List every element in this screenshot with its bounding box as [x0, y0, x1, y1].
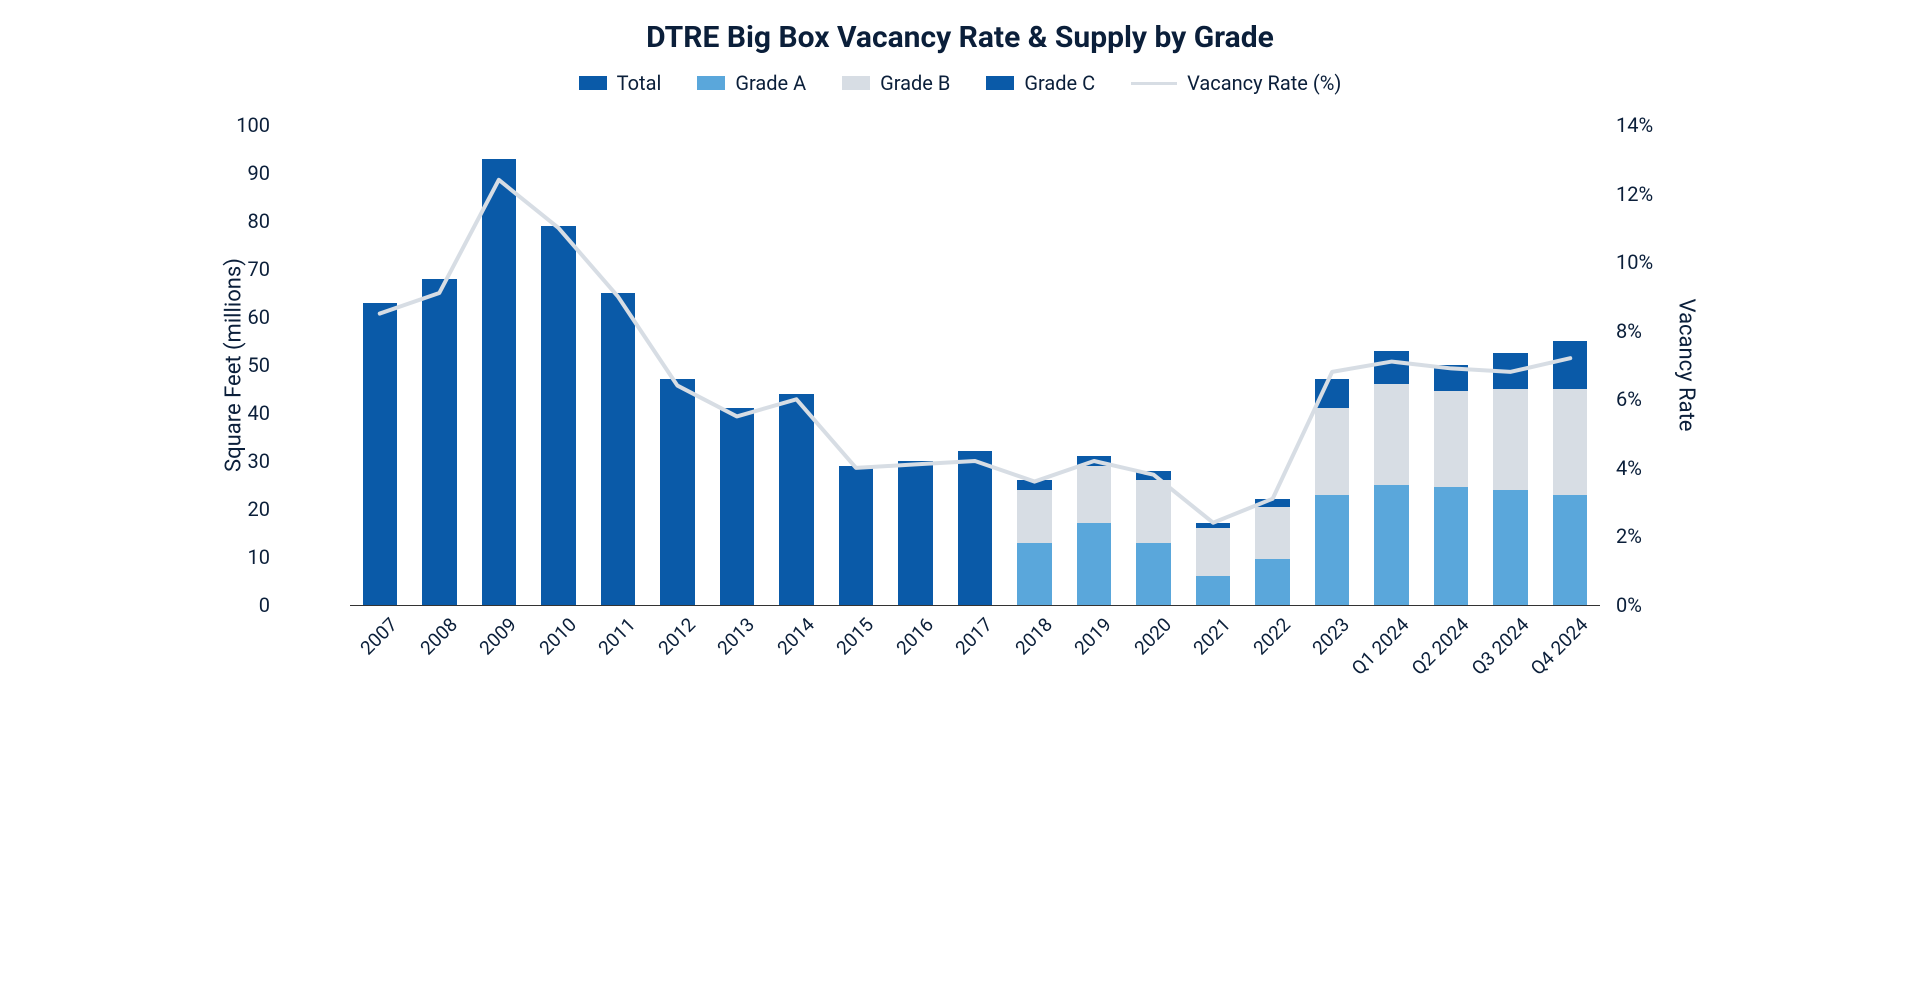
vacancy-rate-line: [380, 180, 1570, 523]
x-tick-label: Q3 2024: [1466, 613, 1533, 680]
x-tick-label: 2018: [1010, 613, 1056, 659]
x-tick-label: 2022: [1248, 613, 1294, 659]
legend-label: Total: [617, 71, 662, 95]
x-tick-label: 2020: [1129, 613, 1175, 659]
y-left-tick: 90: [210, 161, 270, 185]
y-right-tick: 14%: [1616, 113, 1676, 137]
legend-item: Grade C: [986, 71, 1095, 95]
y-right-axis: 0%2%4%6%8%10%12%14%: [1606, 125, 1720, 605]
y-left-tick: 60: [210, 305, 270, 329]
chart-container: DTRE Big Box Vacancy Rate & Supply by Gr…: [200, 20, 1720, 780]
y-left-tick: 40: [210, 401, 270, 425]
x-tick-label: 2015: [832, 613, 878, 659]
y-right-tick: 0%: [1616, 593, 1676, 617]
y-left-tick: 0: [210, 593, 270, 617]
x-tick-label: 2021: [1189, 613, 1235, 659]
y-right-tick: 12%: [1616, 182, 1676, 206]
legend-item: Total: [579, 71, 662, 95]
y-left-tick: 100: [210, 113, 270, 137]
legend-item: Vacancy Rate (%): [1131, 71, 1341, 95]
legend: Total Grade A Grade B Grade C Vacancy Rate (…: [200, 71, 1720, 95]
vacancy-line: [350, 125, 1600, 605]
y-right-tick: 10%: [1616, 250, 1676, 274]
legend-label: Grade C: [1024, 71, 1095, 95]
x-tick-label: 2007: [356, 613, 402, 659]
x-tick-label: Q1 2024: [1347, 613, 1414, 680]
y-left-tick: 10: [210, 545, 270, 569]
x-tick-label: 2019: [1070, 613, 1116, 659]
y-left-tick: 20: [210, 497, 270, 521]
legend-swatch: [579, 76, 607, 90]
x-tick-label: 2013: [713, 613, 759, 659]
x-tick-label: 2017: [951, 613, 997, 659]
legend-line-swatch: [1131, 82, 1177, 85]
legend-label: Grade B: [880, 71, 950, 95]
x-tick-label: 2012: [653, 613, 699, 659]
x-tick-label: 2011: [594, 613, 640, 659]
y-left-tick: 50: [210, 353, 270, 377]
x-tick-label: 2008: [415, 613, 461, 659]
legend-swatch: [842, 76, 870, 90]
legend-item: Grade B: [842, 71, 950, 95]
x-tick-label: Q2 2024: [1407, 613, 1474, 680]
x-tick-label: 2016: [891, 613, 937, 659]
y-right-tick: 8%: [1616, 319, 1676, 343]
legend-item: Grade A: [697, 71, 806, 95]
legend-label: Grade A: [735, 71, 806, 95]
y-left-tick: 30: [210, 449, 270, 473]
legend-label: Vacancy Rate (%): [1187, 71, 1341, 95]
y-right-tick: 4%: [1616, 456, 1676, 480]
x-tick-label: 2010: [534, 613, 580, 659]
x-tick-label: 2023: [1308, 613, 1354, 659]
y-left-tick: 80: [210, 209, 270, 233]
chart-title: DTRE Big Box Vacancy Rate & Supply by Gr…: [200, 20, 1720, 55]
x-tick-label: 2014: [772, 613, 818, 659]
legend-swatch: [986, 76, 1014, 90]
x-tick-label: Q4 2024: [1526, 613, 1593, 680]
x-tick-label: 2009: [475, 613, 521, 659]
plot-area: 2007200820092010201120122013201420152016…: [350, 125, 1600, 606]
y-left-tick: 70: [210, 257, 270, 281]
plot-container: Square Feet (millions) Vacancy Rate 0102…: [200, 105, 1720, 725]
legend-swatch: [697, 76, 725, 90]
y-right-tick: 2%: [1616, 524, 1676, 548]
y-right-tick: 6%: [1616, 387, 1676, 411]
